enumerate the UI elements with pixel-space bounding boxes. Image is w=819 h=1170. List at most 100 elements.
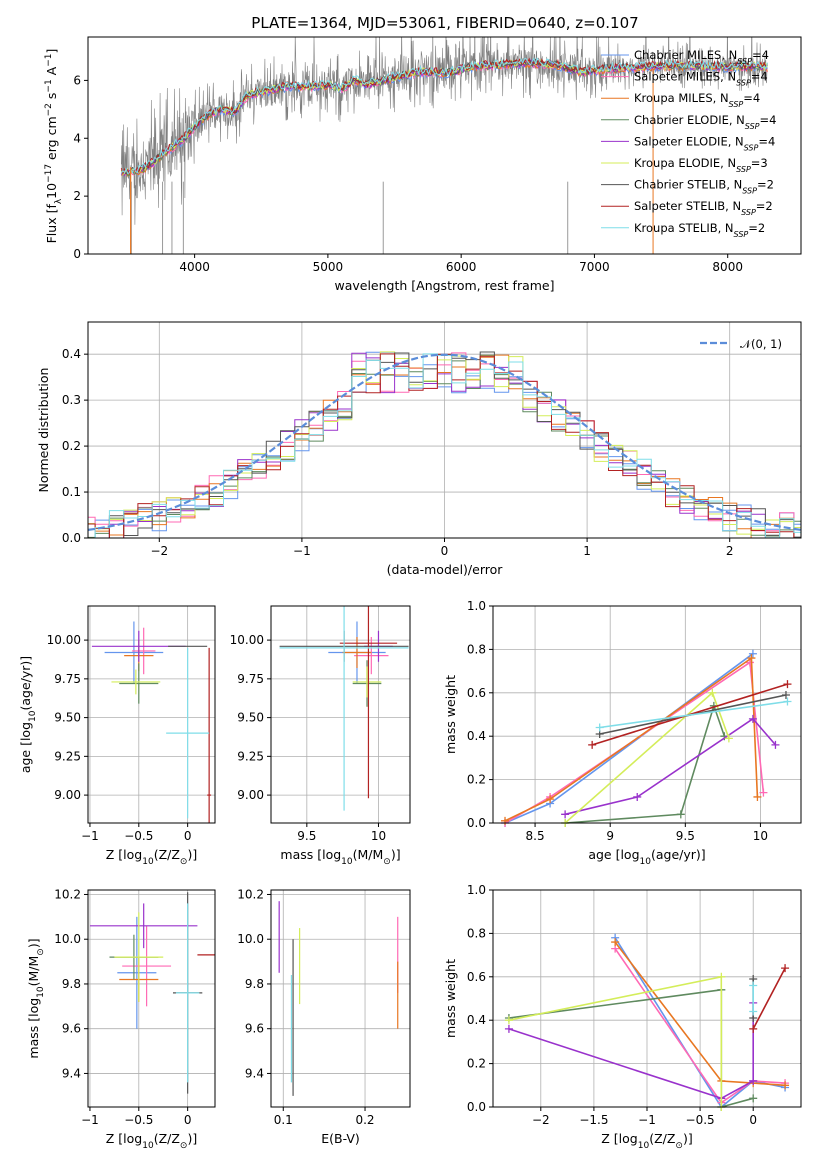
axes-frame (87, 605, 216, 824)
x-axis-label: age [log10(age/yr)] (588, 847, 705, 867)
mass-weight-point (595, 723, 604, 732)
x-tick-label: 9.5 (297, 829, 316, 843)
legend-label: Kroupa MILES, NSSP=4 (634, 91, 760, 109)
y-tick-label: 0.0 (467, 1100, 486, 1114)
y-tick-label: 9.25 (54, 749, 81, 763)
y-axis-label: Flux [fλ10−17 erg cm−2 s−1 A−1] (44, 49, 64, 244)
y-tick-label: 9.50 (237, 711, 264, 725)
legend-label: Chabrier STELIB, NSSP=2 (634, 178, 774, 196)
mass-weight-line (504, 653, 754, 824)
legend-label: Kroupa STELIB, NSSP=2 (634, 221, 765, 239)
y-tick-label: 10.2 (54, 887, 81, 901)
mass-weight-point (717, 972, 726, 981)
y-tick-label: 2 (73, 189, 81, 203)
x-tick-label: 0.1 (274, 1113, 293, 1127)
model-spectrum-line (120, 57, 768, 176)
y-tick-label: 10.0 (54, 932, 81, 946)
y-tick-label: 9.4 (245, 1066, 264, 1080)
y-tick-label: 1.0 (467, 883, 486, 897)
residual-histogram (88, 354, 801, 538)
y-tick-label: 6 (73, 73, 81, 87)
chart-residuals: −2 −1 0 1 2 0.0 0.1 0.2 0.3 0.4 (data-model)/error… (36, 321, 802, 577)
residual-histogram (88, 351, 801, 535)
x-tick-label: 7000 (579, 260, 610, 274)
spectrum-legend: Chabrier MILES, NSSP=4 Salpeter MILES, NS… (601, 48, 776, 238)
x-tick-label: 9 (606, 829, 614, 843)
x-tick-label: −0.5 (124, 829, 153, 843)
mass-weight-point (676, 810, 685, 819)
y-tick-label: 9.25 (237, 749, 264, 763)
axes-frame (492, 605, 802, 824)
mass-weight-point (781, 1081, 790, 1090)
mass-weight-point (781, 964, 790, 973)
y-axis-label: mass [log10(M/M⊙)] (26, 938, 46, 1058)
mass-weight-point (747, 654, 756, 663)
mass-weight-point (504, 1024, 513, 1033)
chart-mass_vs_EBV: 0.1 0.2 9.4 9.6 9.8 10.0 10.2 E(B-V) (237, 887, 411, 1146)
x-axis-label: E(B-V) (321, 1131, 360, 1146)
mass-weight-point (633, 792, 642, 801)
x-tick-label: 5000 (313, 260, 344, 274)
mass-weight-point (546, 795, 555, 804)
x-tick-label: 0.2 (355, 1113, 374, 1127)
model-spectrum-line (121, 59, 768, 177)
figure-title: PLATE=1364, MJD=53061, FIBERID=0640, z=0… (251, 14, 638, 32)
legend-label: Chabrier MILES, NSSP=4 (634, 48, 769, 66)
y-tick-label: 9.50 (54, 711, 81, 725)
y-tick-label: 1.0 (467, 599, 486, 613)
chart-mass_vs_Z: −1 −0.5 0 9.4 9.6 9.8 10.0 10.2 Z [log10(Z/Z⊙)] m… (26, 887, 216, 1151)
mass-weight-point (781, 690, 790, 699)
x-axis-label: (data-model)/error (387, 562, 504, 577)
y-tick-label: 9.00 (54, 788, 81, 802)
y-tick-label: 9.8 (62, 977, 81, 991)
hist-plot (88, 351, 801, 538)
mass-weight-point (748, 649, 757, 658)
x-tick-label: 10 (371, 829, 386, 843)
y-axis-label: age [log10(age/yr)] (18, 656, 38, 773)
mass-weight-point (561, 810, 570, 819)
mass-weight-point (748, 714, 757, 723)
y-tick-label: 0.4 (467, 729, 486, 743)
x-tick-label: 10 (753, 829, 768, 843)
mass-weight-line (614, 941, 786, 1087)
chart-spectrum: 4000 5000 6000 7000 8000 0 2 4 6 wavelength [Angs… (44, 36, 802, 293)
y-tick-label: 4 (73, 131, 81, 145)
axes-frame (87, 889, 216, 1108)
hist-legend: 𝒩(0, 1) (700, 337, 782, 351)
y-axis-label: mass weight (443, 959, 458, 1038)
y-tick-label: 9.8 (245, 977, 264, 991)
y-axis-label: mass weight (443, 675, 458, 754)
x-tick-label: 9.5 (676, 829, 695, 843)
mass-weight-point (783, 680, 792, 689)
y-tick-label: 0.2 (467, 773, 486, 787)
y-tick-label: 0.2 (62, 439, 81, 453)
x-tick-label: 6000 (446, 260, 477, 274)
mass-weight-line (614, 948, 786, 1104)
x-tick-label: 8.5 (526, 829, 545, 843)
y-tick-label: 0.6 (467, 686, 486, 700)
x-tick-label: 0 (184, 829, 192, 843)
chart-age_vs_mass: 9.5 10 9.00 9.25 9.50 9.75 10.00 mass [log10(M/… (230, 605, 411, 867)
legend-label: Kroupa ELODIE, NSSP=3 (634, 156, 768, 174)
y-tick-label: 9.00 (237, 788, 264, 802)
mass-weight-line (508, 988, 754, 1109)
mass-weight-line (504, 656, 759, 822)
y-tick-label: 10.0 (237, 932, 264, 946)
y-tick-label: 0.3 (62, 393, 81, 407)
x-tick-label: 0 (749, 1113, 757, 1127)
y-tick-label: 0.4 (62, 347, 81, 361)
axes-frame (270, 889, 411, 1108)
chart-age_vs_Z: −1 −0.5 0 9.00 9.25 9.50 9.75 10.00 Z [log10(Z/Z… (18, 605, 216, 867)
chart-massweight_vs_age: 8.5 9 9.5 10 0.0 0.2 0.4 0.6 0.8 1.0 age [log10(ag… (443, 599, 802, 867)
mass-weight-point (749, 1024, 758, 1033)
y-tick-label: 0.2 (467, 1057, 486, 1071)
axes-frame (270, 605, 411, 824)
y-tick-label: 10.2 (237, 887, 264, 901)
x-tick-label: −1.5 (579, 1113, 608, 1127)
residual-histogram (88, 351, 801, 538)
y-tick-label: 9.75 (54, 672, 81, 686)
mass-weight-point (749, 1094, 758, 1103)
axes-frame (87, 36, 802, 255)
mass-weight-point (611, 938, 620, 947)
